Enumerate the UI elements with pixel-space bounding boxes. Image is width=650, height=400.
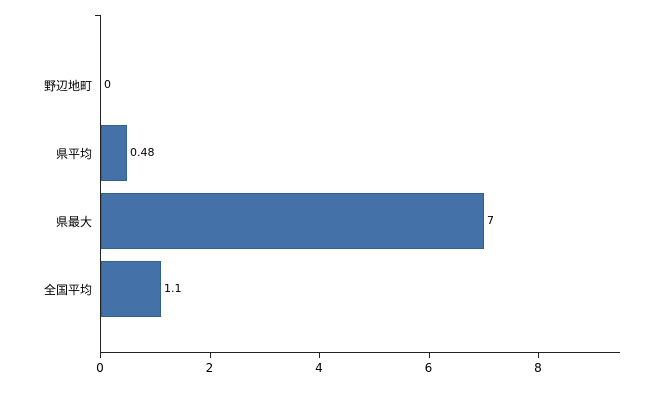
x-tick-label: 8 xyxy=(534,361,542,375)
y-axis-top-tick xyxy=(95,15,100,16)
category-label: 全国平均 xyxy=(43,283,92,297)
y-axis-line xyxy=(100,15,101,352)
x-axis-line xyxy=(100,352,620,353)
x-tick-label: 4 xyxy=(315,361,323,375)
x-tick-label: 6 xyxy=(424,361,433,375)
bar xyxy=(101,125,127,181)
value-label: 7 xyxy=(487,214,494,227)
value-label: 0.48 xyxy=(130,146,155,159)
x-axis-tick xyxy=(538,353,539,358)
bar xyxy=(101,261,161,317)
x-axis-tick xyxy=(319,353,320,358)
x-tick-label: 0 xyxy=(96,361,104,375)
x-axis-tick xyxy=(428,353,430,358)
category-label: 県平均 xyxy=(55,147,92,161)
x-axis-tick xyxy=(209,353,211,358)
x-tick-label: 2 xyxy=(205,361,214,375)
value-label: 0 xyxy=(104,78,111,91)
bar xyxy=(101,193,484,249)
value-label: 1.1 xyxy=(164,282,182,295)
category-label: 野辺地町 xyxy=(43,79,92,93)
category-label: 県最大 xyxy=(55,215,92,229)
x-axis-tick xyxy=(100,353,101,358)
